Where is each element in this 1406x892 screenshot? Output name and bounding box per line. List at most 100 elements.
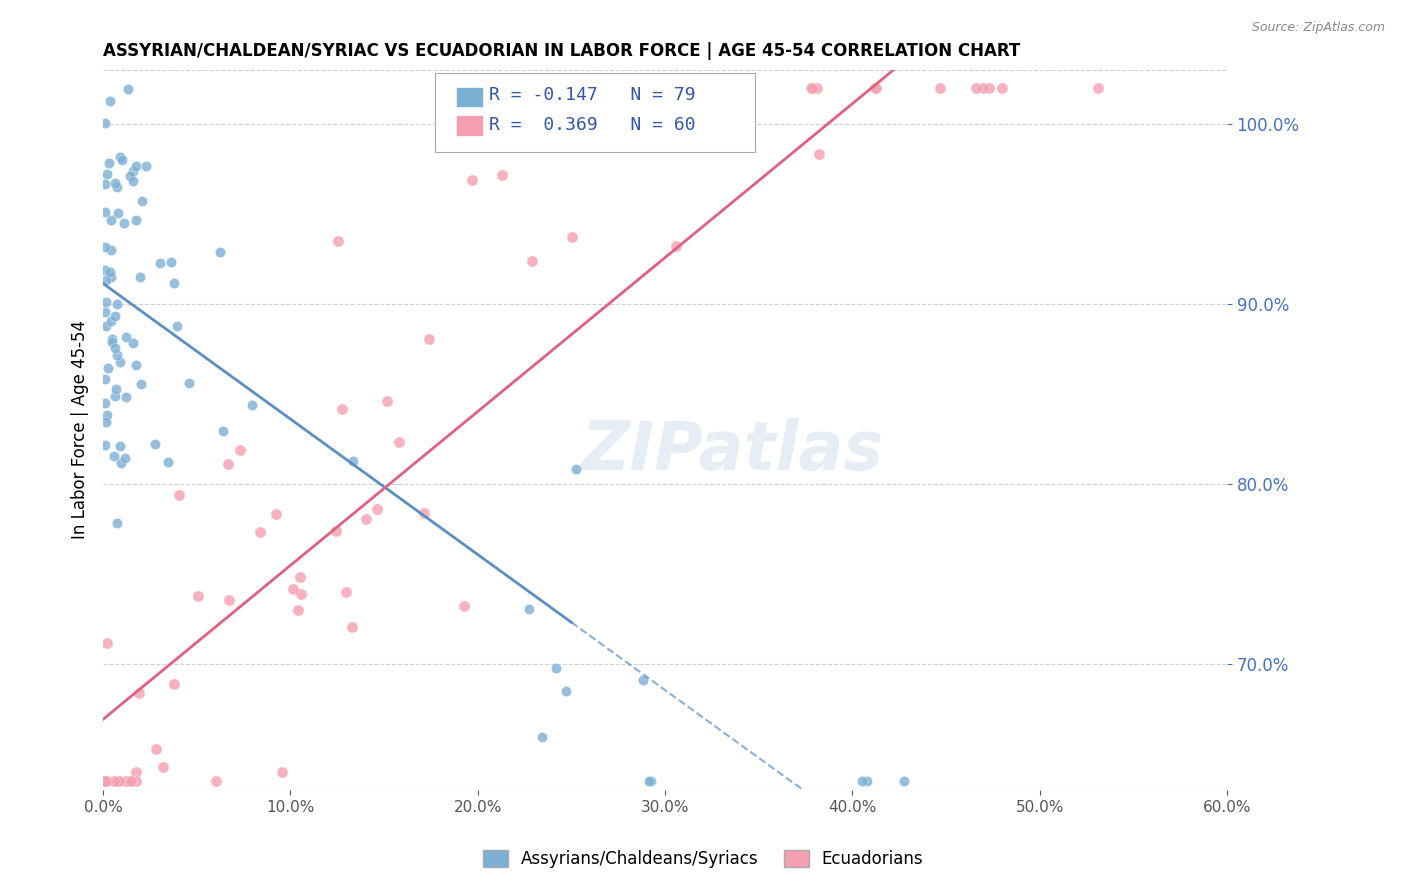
Point (94, 116, 117, 130)
Point (143, 437, 166, 451)
Point (100, 265, 122, 279)
Point (108, 150, 131, 164)
Point (96, 408, 118, 422)
Point (270, 765, 292, 780)
Point (105, 297, 128, 311)
Point (354, 511, 377, 525)
Point (163, 677, 186, 691)
Point (111, 153, 134, 167)
Point (104, 309, 127, 323)
Point (187, 589, 209, 603)
Point (128, 685, 150, 699)
Point (169, 488, 191, 502)
Point (418, 333, 440, 347)
Point (120, 773, 142, 788)
Point (801, 80, 824, 95)
Point (856, 773, 879, 788)
Point (613, 80, 636, 95)
Point (94, 305, 117, 319)
Point (125, 159, 148, 173)
Point (665, 238, 688, 252)
Point (96, 167, 118, 181)
Point (112, 216, 135, 230)
Point (110, 355, 132, 369)
Point (114, 773, 136, 788)
Point (131, 194, 153, 208)
Point (101, 334, 124, 349)
Point (100, 269, 122, 284)
Point (517, 601, 540, 615)
Point (108, 439, 131, 453)
Point (98, 95, 121, 109)
Point (1087, 80, 1109, 95)
Point (96, 295, 118, 310)
Point (124, 213, 146, 227)
Point (100, 244, 122, 258)
Bar (457, 117, 482, 136)
Point (94, 263, 117, 277)
Text: Source: ZipAtlas.com: Source: ZipAtlas.com (1251, 21, 1385, 34)
Point (218, 593, 240, 607)
Point (800, 80, 823, 95)
Point (531, 731, 554, 745)
Point (965, 80, 987, 95)
Point (335, 584, 357, 599)
Point (388, 435, 411, 450)
Point (121, 174, 143, 188)
Text: ZIPatlas: ZIPatlas (582, 418, 883, 484)
Point (94, 415, 117, 429)
Point (631, 673, 654, 687)
Point (152, 760, 174, 774)
Point (104, 389, 127, 403)
Point (807, 146, 830, 161)
Point (806, 80, 828, 95)
Y-axis label: In Labor Force | Age 45-54: In Labor Force | Age 45-54 (72, 320, 89, 540)
Point (115, 390, 138, 404)
Point (163, 277, 186, 291)
Point (104, 341, 127, 355)
Point (94, 178, 117, 192)
Legend: Assyrians/Chaldeans/Syriacs, Ecuadorians: Assyrians/Chaldeans/Syriacs, Ecuadorians (475, 843, 931, 875)
Point (287, 603, 309, 617)
Point (135, 159, 157, 173)
Point (538, 94, 561, 108)
Point (366, 501, 388, 516)
Point (977, 80, 1000, 95)
Point (96, 319, 118, 334)
Point (120, 169, 142, 183)
Point (108, 773, 131, 788)
Point (637, 773, 659, 788)
FancyBboxPatch shape (434, 73, 755, 153)
Point (990, 80, 1012, 95)
Point (128, 270, 150, 285)
Bar (457, 87, 482, 106)
Point (217, 457, 239, 471)
Point (166, 319, 188, 334)
Point (491, 168, 513, 182)
Point (145, 741, 167, 756)
Point (107, 206, 129, 220)
Point (330, 402, 353, 417)
Point (211, 424, 233, 438)
Point (107, 179, 129, 194)
Point (460, 172, 482, 186)
Point (288, 570, 311, 584)
Point (863, 80, 886, 95)
Point (229, 443, 252, 458)
Point (865, 80, 887, 95)
Point (125, 764, 148, 779)
Point (101, 332, 124, 346)
Point (328, 235, 350, 249)
Point (94, 205, 117, 219)
Point (96, 773, 118, 788)
Point (94, 438, 117, 452)
Point (204, 773, 226, 788)
Point (546, 661, 568, 675)
Point (96, 636, 118, 650)
Point (177, 376, 200, 391)
Point (125, 359, 148, 373)
Point (110, 456, 132, 470)
Point (522, 253, 544, 268)
Point (94, 371, 117, 385)
Point (281, 582, 304, 596)
